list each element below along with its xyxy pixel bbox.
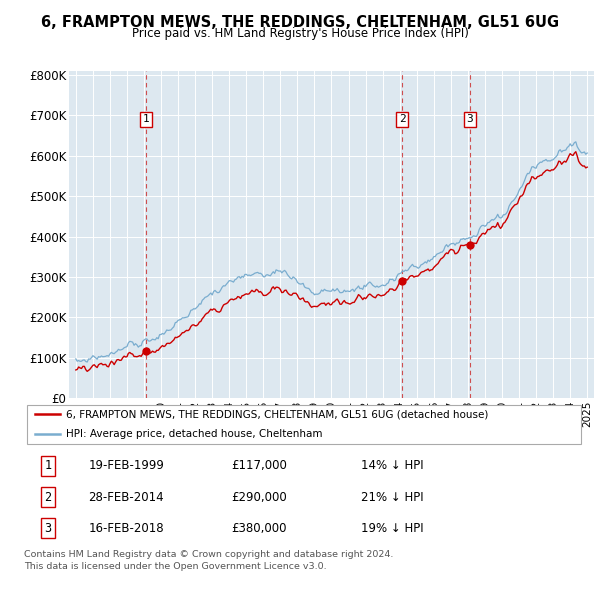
- Text: £380,000: £380,000: [232, 522, 287, 535]
- Text: 14% ↓ HPI: 14% ↓ HPI: [361, 460, 423, 473]
- Text: 2: 2: [399, 114, 406, 124]
- Text: 21% ↓ HPI: 21% ↓ HPI: [361, 490, 423, 504]
- Text: Contains HM Land Registry data © Crown copyright and database right 2024.: Contains HM Land Registry data © Crown c…: [24, 550, 394, 559]
- Text: 1: 1: [44, 460, 52, 473]
- Text: 28-FEB-2014: 28-FEB-2014: [89, 490, 164, 504]
- Text: 19% ↓ HPI: 19% ↓ HPI: [361, 522, 423, 535]
- Text: 3: 3: [44, 522, 52, 535]
- Text: Price paid vs. HM Land Registry's House Price Index (HPI): Price paid vs. HM Land Registry's House …: [131, 27, 469, 40]
- Text: 16-FEB-2018: 16-FEB-2018: [89, 522, 164, 535]
- Text: HPI: Average price, detached house, Cheltenham: HPI: Average price, detached house, Chel…: [66, 430, 323, 440]
- Text: 1: 1: [143, 114, 149, 124]
- Text: 3: 3: [467, 114, 473, 124]
- FancyBboxPatch shape: [27, 405, 581, 444]
- Text: £290,000: £290,000: [232, 490, 287, 504]
- Text: 19-FEB-1999: 19-FEB-1999: [89, 460, 164, 473]
- Text: 6, FRAMPTON MEWS, THE REDDINGS, CHELTENHAM, GL51 6UG (detached house): 6, FRAMPTON MEWS, THE REDDINGS, CHELTENH…: [66, 409, 488, 419]
- Text: This data is licensed under the Open Government Licence v3.0.: This data is licensed under the Open Gov…: [24, 562, 326, 571]
- Text: £117,000: £117,000: [232, 460, 287, 473]
- Text: 2: 2: [44, 490, 52, 504]
- Text: 6, FRAMPTON MEWS, THE REDDINGS, CHELTENHAM, GL51 6UG: 6, FRAMPTON MEWS, THE REDDINGS, CHELTENH…: [41, 15, 559, 30]
